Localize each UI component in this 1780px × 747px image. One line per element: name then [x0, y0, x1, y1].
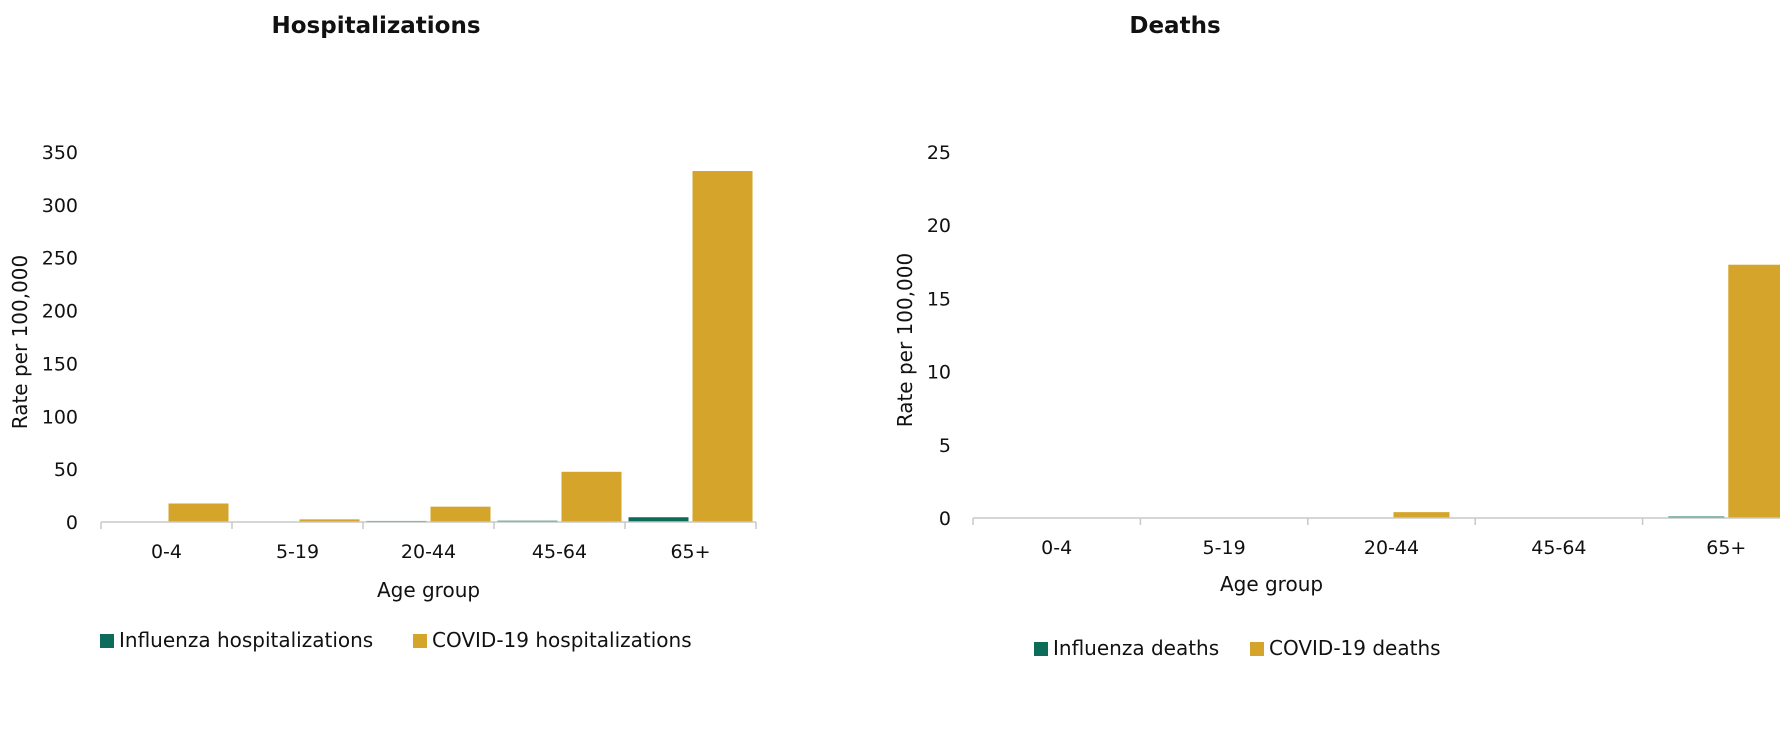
deaths-chart-title: Deaths: [1129, 13, 1220, 39]
hosp-y-tick-label: 300: [42, 195, 78, 217]
deaths-legend-swatch-covid: [1250, 642, 1264, 656]
deaths-legend-label-influenza: Influenza deaths: [1053, 636, 1219, 660]
deaths-chart-group: Deaths 0 5 10 15 20 25 Rate per 100,000 0-4 5-19 2…: [893, 13, 1780, 660]
deaths-x-tick-label: 0-4: [1041, 537, 1072, 559]
deaths-legend-label-covid: COVID-19 deaths: [1269, 636, 1441, 660]
deaths-y-axis-label: Rate per 100,000: [893, 253, 917, 428]
hosp-y-axis-label: Rate per 100,000: [8, 255, 32, 430]
deaths-y-tick-label: 5: [939, 435, 951, 457]
hosp-y-tick-label: 250: [42, 248, 78, 270]
hosp-chart-title: Hospitalizations: [271, 13, 480, 39]
hosp-y-tick-label: 50: [54, 459, 78, 481]
deaths-x-axis-label: Age group: [1220, 572, 1323, 596]
deaths-y-tick-label: 10: [927, 362, 951, 384]
hosp-bar-covid: [692, 171, 753, 522]
hosp-legend-label-influenza: Influenza hospitalizations: [119, 628, 373, 652]
hosp-bar-covid: [430, 506, 491, 522]
hosp-x-tick-label: 0-4: [151, 541, 182, 563]
hosp-bar-influenza: [628, 517, 689, 522]
hosp-y-tick-label: 200: [42, 301, 78, 323]
hosp-bar-covid: [299, 519, 360, 522]
hosp-bar-covid: [168, 503, 229, 522]
deaths-x-tick-label: 45-64: [1531, 537, 1586, 559]
hosp-legend-swatch-covid: [413, 634, 427, 648]
hosp-y-tick-label: 100: [42, 406, 78, 428]
hosp-y-tick-label: 150: [42, 353, 78, 375]
deaths-y-tick-label: 15: [927, 288, 951, 310]
deaths-bar-covid: [1393, 512, 1450, 518]
hosp-x-tick-label: 65+: [670, 541, 710, 563]
deaths-x-tick-label: 20-44: [1364, 537, 1419, 559]
hosp-y-tick-label: 350: [42, 142, 78, 164]
hosp-chart-group: Hospitalizations 0 50 100 150 200 250 300 350 Rat…: [8, 13, 757, 652]
hosp-legend-swatch-influenza: [100, 634, 114, 648]
deaths-y-tick-label: 0: [939, 508, 951, 530]
deaths-legend-swatch-influenza: [1034, 642, 1048, 656]
deaths-x-tick-label: 5-19: [1203, 537, 1246, 559]
hosp-y-tick-label: 0: [66, 512, 78, 534]
hosp-x-tick-label: 20-44: [401, 541, 456, 563]
deaths-bar-covid: [1728, 264, 1780, 518]
hosp-x-tick-label: 5-19: [276, 541, 319, 563]
hosp-legend-label-covid: COVID-19 hospitalizations: [432, 628, 692, 652]
hosp-bar-covid: [561, 471, 622, 522]
hosp-x-axis-label: Age group: [377, 578, 480, 602]
hosp-x-tick-label: 45-64: [532, 541, 587, 563]
deaths-y-tick-label: 25: [927, 142, 951, 164]
deaths-x-tick-label: 65+: [1706, 537, 1746, 559]
deaths-y-tick-label: 20: [927, 215, 951, 237]
